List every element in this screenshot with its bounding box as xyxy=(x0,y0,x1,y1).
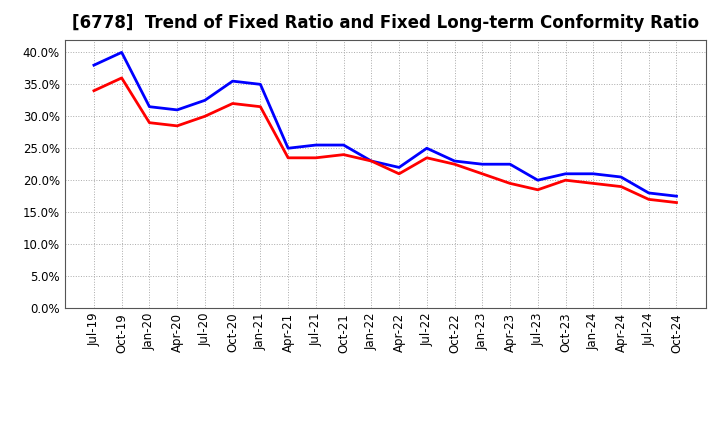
Fixed Ratio xyxy=(201,98,210,103)
Line: Fixed Ratio: Fixed Ratio xyxy=(94,52,677,196)
Fixed Ratio xyxy=(616,174,625,180)
Fixed Ratio xyxy=(117,50,126,55)
Fixed Ratio xyxy=(505,161,514,167)
Fixed Ratio xyxy=(395,165,403,170)
Fixed Long-term Conformity Ratio xyxy=(367,158,376,164)
Fixed Ratio xyxy=(367,158,376,164)
Fixed Ratio xyxy=(589,171,598,176)
Fixed Long-term Conformity Ratio xyxy=(616,184,625,189)
Fixed Long-term Conformity Ratio xyxy=(561,178,570,183)
Fixed Ratio xyxy=(284,146,292,151)
Fixed Ratio xyxy=(339,143,348,148)
Title: [6778]  Trend of Fixed Ratio and Fixed Long-term Conformity Ratio: [6778] Trend of Fixed Ratio and Fixed Lo… xyxy=(71,15,699,33)
Fixed Long-term Conformity Ratio xyxy=(478,171,487,176)
Fixed Long-term Conformity Ratio xyxy=(145,120,154,125)
Fixed Long-term Conformity Ratio xyxy=(423,155,431,161)
Line: Fixed Long-term Conformity Ratio: Fixed Long-term Conformity Ratio xyxy=(94,78,677,202)
Fixed Ratio xyxy=(478,161,487,167)
Fixed Ratio xyxy=(173,107,181,113)
Fixed Long-term Conformity Ratio xyxy=(312,155,320,161)
Fixed Ratio xyxy=(561,171,570,176)
Fixed Ratio xyxy=(228,78,237,84)
Fixed Ratio xyxy=(89,62,98,68)
Fixed Ratio xyxy=(145,104,154,109)
Fixed Long-term Conformity Ratio xyxy=(534,187,542,192)
Fixed Long-term Conformity Ratio xyxy=(117,75,126,81)
Fixed Long-term Conformity Ratio xyxy=(256,104,265,109)
Fixed Long-term Conformity Ratio xyxy=(644,197,653,202)
Fixed Long-term Conformity Ratio xyxy=(505,181,514,186)
Fixed Long-term Conformity Ratio xyxy=(589,181,598,186)
Fixed Long-term Conformity Ratio xyxy=(395,171,403,176)
Fixed Long-term Conformity Ratio xyxy=(201,114,210,119)
Fixed Long-term Conformity Ratio xyxy=(173,123,181,128)
Fixed Ratio xyxy=(672,194,681,199)
Fixed Long-term Conformity Ratio xyxy=(450,161,459,167)
Fixed Long-term Conformity Ratio xyxy=(228,101,237,106)
Fixed Long-term Conformity Ratio xyxy=(284,155,292,161)
Fixed Ratio xyxy=(256,82,265,87)
Fixed Ratio xyxy=(450,158,459,164)
Fixed Long-term Conformity Ratio xyxy=(89,88,98,93)
Fixed Ratio xyxy=(423,146,431,151)
Fixed Ratio xyxy=(644,191,653,196)
Fixed Long-term Conformity Ratio xyxy=(339,152,348,157)
Fixed Long-term Conformity Ratio xyxy=(672,200,681,205)
Fixed Ratio xyxy=(534,178,542,183)
Fixed Ratio xyxy=(312,143,320,148)
